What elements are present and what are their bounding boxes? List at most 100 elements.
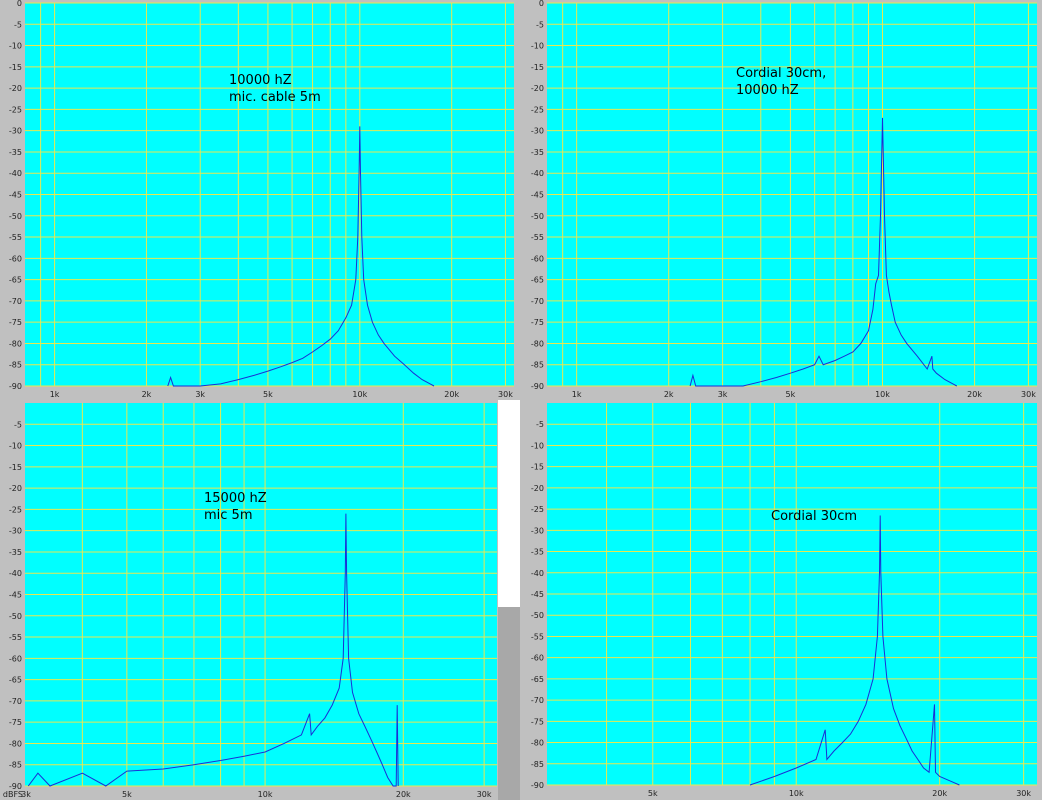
y-tick-label: -10 bbox=[531, 42, 544, 51]
x-tick-label: 3k bbox=[195, 390, 205, 399]
unit-label: dBFS bbox=[3, 790, 23, 799]
y-tick-label: -85 bbox=[531, 361, 544, 370]
x-tick-label: 2k bbox=[142, 390, 152, 399]
x-tick-label: 20k bbox=[932, 789, 947, 798]
spectrum-chart-3: -5 -10 -15 -20 -25 -30 -35 -40 -45 -50 -55 -60 -65 -7… bbox=[3, 403, 497, 799]
y-tick-label: -5 bbox=[14, 20, 22, 29]
y-tick-label: -75 bbox=[531, 318, 544, 327]
y-tick-label: -90 bbox=[531, 781, 544, 790]
y-tick-label: -50 bbox=[9, 612, 22, 621]
y-tick-label: -65 bbox=[531, 276, 544, 285]
x-tick-label: 5k bbox=[648, 789, 658, 798]
y-tick-label: -65 bbox=[9, 676, 22, 685]
y-tick-label: -60 bbox=[531, 254, 544, 263]
y-tick-label: -15 bbox=[9, 63, 22, 72]
y-tick-label: -55 bbox=[531, 233, 544, 242]
y-tick-label: -70 bbox=[531, 696, 544, 705]
y-tick-label: -75 bbox=[9, 318, 22, 327]
spectrum-chart-2: 0 -5 -10 -15 -20 -25 -30 -35 -40 -45 -50 -55 -60 -65 -… bbox=[531, 0, 1037, 399]
x-tick-label: 1k bbox=[572, 390, 582, 399]
y-tick-label: -20 bbox=[9, 484, 22, 493]
y-tick-label: -10 bbox=[9, 42, 22, 51]
x-tick-label: 30k bbox=[1021, 390, 1036, 399]
y-tick-label: -85 bbox=[9, 361, 22, 370]
spectrum-panel-1: 0 -5 -10 -15 -20 -25 -30 -35 -40 -45 -50 -55 -60 -65 -… bbox=[0, 0, 520, 400]
y-tick-label: 0 bbox=[539, 0, 544, 8]
y-tick-label: -15 bbox=[531, 463, 544, 472]
y-tick-label: -70 bbox=[9, 697, 22, 706]
x-tick-label: 30k bbox=[477, 790, 492, 799]
y-tick-label: -5 bbox=[536, 20, 544, 29]
y-tick-label: -85 bbox=[9, 761, 22, 770]
spectrum-trace bbox=[749, 515, 960, 786]
x-tick-label: 1k bbox=[50, 390, 60, 399]
y-tick-label: -50 bbox=[9, 212, 22, 221]
y-tick-label: -30 bbox=[531, 127, 544, 136]
y-tick-label: -90 bbox=[531, 382, 544, 391]
y-tick-label: -5 bbox=[536, 420, 544, 429]
y-tick-label: -70 bbox=[9, 297, 22, 306]
x-tick-label: 30k bbox=[1016, 789, 1031, 798]
spectrum-panel-4: -5 -10 -15 -20 -25 -30 -35 -40 -45 -50 -55 -60 -65 -7… bbox=[520, 400, 1042, 800]
y-tick-label: -80 bbox=[9, 739, 22, 748]
y-tick-label: -45 bbox=[9, 191, 22, 200]
spectrum-trace bbox=[27, 513, 399, 787]
x-tick-label: 10k bbox=[258, 790, 273, 799]
y-tick-label: -45 bbox=[531, 590, 544, 599]
y-tick-label: -40 bbox=[9, 169, 22, 178]
x-tick-label: 3k bbox=[718, 390, 728, 399]
y-tick-label: -80 bbox=[9, 339, 22, 348]
y-tick-label: -30 bbox=[9, 127, 22, 136]
y-tick-label: -35 bbox=[9, 548, 22, 557]
spectrum-trace bbox=[689, 117, 958, 387]
x-tick-label: 10k bbox=[352, 390, 367, 399]
y-tick-label: -55 bbox=[531, 632, 544, 641]
y-tick-label: -45 bbox=[9, 591, 22, 600]
y-tick-label: -55 bbox=[9, 633, 22, 642]
empty-area bbox=[498, 400, 520, 607]
y-tick-label: -90 bbox=[9, 382, 22, 391]
y-tick-label: -45 bbox=[531, 191, 544, 200]
y-tick-label: -35 bbox=[531, 548, 544, 557]
x-tick-label: 10k bbox=[789, 789, 804, 798]
y-tick-label: -20 bbox=[531, 84, 544, 93]
y-tick-label: -10 bbox=[9, 442, 22, 451]
y-tick-label: -35 bbox=[9, 148, 22, 157]
y-tick-label: -30 bbox=[531, 526, 544, 535]
x-tick-label: 2k bbox=[664, 390, 674, 399]
y-tick-label: -60 bbox=[9, 254, 22, 263]
y-tick-label: -25 bbox=[531, 105, 544, 114]
spectrum-chart-1: 0 -5 -10 -15 -20 -25 -30 -35 -40 -45 -50 -55 -60 -65 -… bbox=[9, 0, 514, 399]
y-tick-label: -5 bbox=[14, 420, 22, 429]
chart-annotation: 10000 hZ mic. cable 5m bbox=[229, 73, 321, 105]
y-tick-label: -80 bbox=[531, 739, 544, 748]
y-tick-label: -65 bbox=[531, 675, 544, 684]
chart-annotation: Cordial 30cm bbox=[771, 509, 858, 524]
y-tick-label: 0 bbox=[17, 0, 22, 8]
chart-annotation: 15000 hZ mic 5m bbox=[204, 491, 267, 523]
y-tick-label: -40 bbox=[531, 169, 544, 178]
y-tick-label: -50 bbox=[531, 212, 544, 221]
x-tick-label: 5k bbox=[786, 390, 796, 399]
y-tick-label: -85 bbox=[531, 760, 544, 769]
y-tick-label: -20 bbox=[9, 84, 22, 93]
y-tick-label: -25 bbox=[531, 505, 544, 514]
x-tick-label: 10k bbox=[875, 390, 890, 399]
y-tick-label: -25 bbox=[9, 505, 22, 514]
x-tick-label: 20k bbox=[967, 390, 982, 399]
y-tick-label: -50 bbox=[531, 611, 544, 620]
x-tick-label: 5k bbox=[263, 390, 273, 399]
y-tick-label: -40 bbox=[9, 569, 22, 578]
y-tick-label: -75 bbox=[531, 717, 544, 726]
chart-annotation: Cordial 30cm, 10000 hZ bbox=[736, 66, 827, 98]
y-tick-label: -25 bbox=[9, 105, 22, 114]
y-tick-label: -40 bbox=[531, 569, 544, 578]
x-tick-label: 30k bbox=[498, 390, 513, 399]
y-tick-label: -15 bbox=[531, 63, 544, 72]
y-tick-label: -65 bbox=[9, 276, 22, 285]
spectrum-panel-3: -5 -10 -15 -20 -25 -30 -35 -40 -45 -50 -55 -60 -65 -7… bbox=[0, 400, 498, 800]
spectrum-panel-2: 0 -5 -10 -15 -20 -25 -30 -35 -40 -45 -50 -55 -60 -65 -… bbox=[520, 0, 1042, 400]
y-tick-label: -60 bbox=[9, 654, 22, 663]
empty-area-grey bbox=[498, 607, 520, 800]
y-tick-label: -90 bbox=[9, 782, 22, 791]
